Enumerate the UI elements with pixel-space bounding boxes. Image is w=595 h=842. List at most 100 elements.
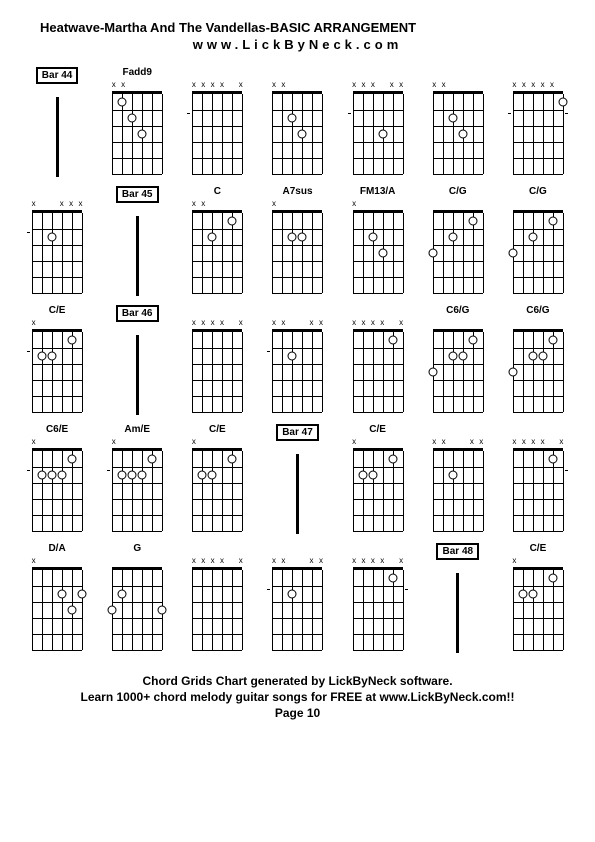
chord-cell: C/G (421, 186, 495, 297)
finger-dot (468, 336, 477, 345)
bar-divider (296, 454, 299, 534)
finger-dot (518, 590, 527, 599)
chord-label: C6/E (46, 424, 68, 438)
finger-dot (118, 98, 127, 107)
finger-dot (428, 249, 437, 258)
chord-cell: C/G (501, 186, 575, 297)
chord-label: C/E (530, 543, 547, 557)
bar-divider (456, 573, 459, 653)
finger-dot (288, 233, 297, 242)
chord-cell: C/Ex (501, 543, 575, 654)
mute-row: xxxxx (350, 319, 406, 327)
bar-label: Bar 48 (436, 543, 479, 560)
bar-cell: Bar 47 (260, 424, 334, 535)
finger-dot (38, 471, 47, 480)
chord-cell: xxxxx (501, 67, 575, 178)
bar-divider (56, 97, 59, 177)
finger-dot (298, 130, 307, 139)
chord-diagram: x (189, 440, 245, 535)
chord-diagram: xxxx (269, 559, 325, 654)
chord-diagram: x (29, 559, 85, 654)
page-subtitle: www.LickByNeck.com (20, 37, 575, 52)
finger-dot (368, 471, 377, 480)
chord-cell: xxxx (260, 305, 334, 416)
mute-row: xxxxx (510, 81, 566, 89)
mute-row: x (350, 438, 406, 446)
finger-dot (448, 114, 457, 123)
finger-dot (528, 352, 537, 361)
finger-dot (508, 249, 517, 258)
chord-label: C/G (449, 186, 467, 200)
chord-cell: FM13/A x (341, 186, 415, 297)
chord-cell: xxxxx (341, 305, 415, 416)
finger-dot (378, 249, 387, 258)
bar-label: Bar 47 (276, 424, 319, 441)
finger-dot (138, 471, 147, 480)
mute-row: x (510, 557, 566, 565)
chord-diagram: xxxxx (350, 83, 406, 178)
finger-dot (468, 217, 477, 226)
chord-cell: xxxx (20, 186, 94, 297)
chord-diagram: xx (269, 83, 325, 178)
chord-diagram: x (350, 202, 406, 297)
finger-dot (118, 590, 127, 599)
finger-dot (208, 471, 217, 480)
chord-diagram: xxxxx (350, 321, 406, 416)
mute-row: x (29, 319, 85, 327)
finger-dot (358, 471, 367, 480)
chord-label: C/E (369, 424, 386, 438)
chord-label: FM13/A (360, 186, 396, 200)
finger-dot (38, 352, 47, 361)
chord-label: A7sus (282, 186, 312, 200)
bar-cell: Bar 48 (421, 543, 495, 654)
finger-dot (388, 336, 397, 345)
finger-dot (208, 233, 217, 242)
chord-diagram: xxxxx (189, 83, 245, 178)
mute-row: xxxx (29, 200, 85, 208)
finger-dot (428, 368, 437, 377)
chord-diagram (430, 202, 486, 297)
finger-dot (508, 368, 517, 377)
finger-dot (228, 217, 237, 226)
footer-line-3: Page 10 (20, 706, 575, 720)
mute-row: x (109, 438, 165, 446)
chord-diagram (109, 559, 165, 654)
chord-label: D/A (48, 543, 65, 557)
chord-label: C6/G (526, 305, 549, 319)
mute-row: xxxx (430, 438, 486, 446)
chord-cell: xx (260, 67, 334, 178)
chord-label: Fadd9 (122, 67, 151, 81)
footer: Chord Grids Chart generated by LickByNec… (20, 674, 575, 720)
finger-dot (228, 455, 237, 464)
chord-cell: xxxxx (501, 424, 575, 535)
mute-row: xxxxx (350, 557, 406, 565)
finger-dot (458, 352, 467, 361)
finger-dot (448, 471, 457, 480)
mute-row: xxxxx (189, 557, 245, 565)
chord-diagram (510, 202, 566, 297)
chord-cell: C/Ex (341, 424, 415, 535)
chord-diagram: x (269, 202, 325, 297)
chord-cell: xxxxx (180, 305, 254, 416)
mute-row: xx (189, 200, 245, 208)
finger-dot (378, 130, 387, 139)
finger-dot (448, 352, 457, 361)
chord-cell: C6/G (421, 305, 495, 416)
chord-cell: xxxxx (341, 67, 415, 178)
finger-dot (548, 574, 557, 583)
finger-dot (458, 130, 467, 139)
chord-diagram: x (29, 321, 85, 416)
chord-cell: xxxxx (180, 543, 254, 654)
page-title: Heatwave-Martha And The Vandellas-BASIC … (40, 20, 575, 35)
chord-label: C (214, 186, 221, 200)
chord-diagram: x (510, 559, 566, 654)
chord-cell: xxxx (421, 424, 495, 535)
bar-label: Bar 44 (36, 67, 79, 84)
bar-cell: Bar 46 (100, 305, 174, 416)
mute-row: xx (269, 81, 325, 89)
finger-dot (68, 336, 77, 345)
finger-dot (48, 352, 57, 361)
finger-dot (448, 233, 457, 242)
chord-cell: Fadd9xx (100, 67, 174, 178)
finger-dot (108, 606, 117, 615)
